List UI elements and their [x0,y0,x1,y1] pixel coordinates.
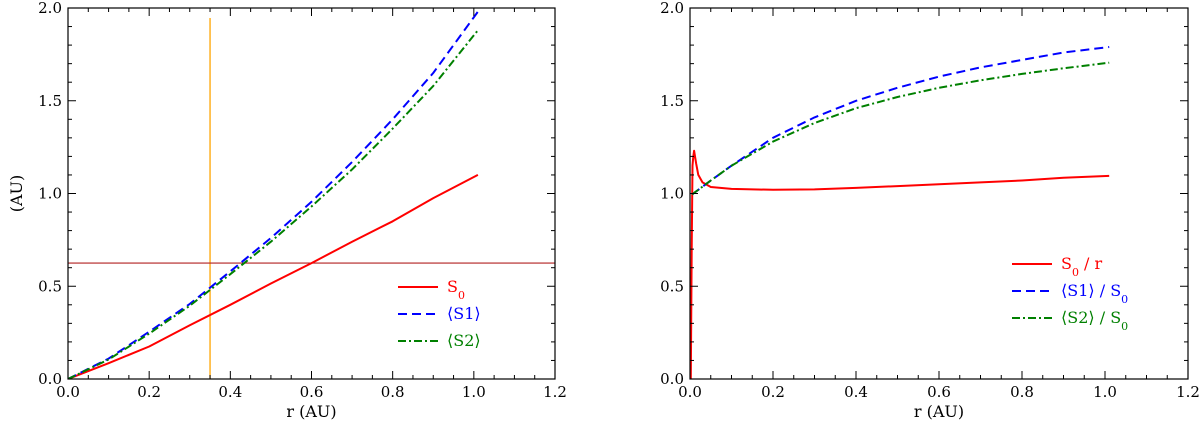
legend-label-2: ⟨S2⟩ [447,331,481,350]
legend-label-1: ⟨S1⟩ [447,304,481,323]
x-tick-label: 1.0 [1093,383,1117,401]
x-tick-label: 1.2 [543,383,567,401]
x-tick-label: 0.6 [927,383,951,401]
chart-panel-left: 0.0 0.2 0.4 0.6 0.8 1.0 1.2 0.0 0.5 1.0 1.5 2.0 r (A… [7,0,567,421]
y-tick-label: 2.0 [38,0,62,17]
series-line-1 [68,11,479,379]
y-tick-label: 1.5 [660,92,684,110]
x-tick-label: 0.2 [761,383,785,401]
y-tick-label: 1.5 [38,92,62,110]
legend-label-0: S0 [447,277,465,302]
series-line-2 [68,29,479,379]
y-tick-label: 1.0 [660,185,684,203]
x-tick-label: 0.8 [381,383,405,401]
plot-frame [67,7,556,380]
legend-label-1: ⟨S1⟩ / S0 [1061,281,1128,306]
x-axis-label: r (AU) [286,402,336,421]
x-tick-label: 0.6 [300,383,324,401]
y-tick-label: 1.0 [38,185,62,203]
x-tick-label: 0.2 [137,383,161,401]
series-line-0 [68,174,479,379]
legend: S0 ⟨S1⟩ ⟨S2⟩ [398,277,481,350]
series-line-2 [691,61,1110,196]
y-axis-label: (AU) [7,175,26,213]
legend: S0 / r⟨S1⟩ / S0⟨S2⟩ / S0 [1012,254,1128,333]
x-tick-label: 0.4 [218,383,242,401]
x-tick-label: 0.8 [1010,383,1034,401]
legend-label-0: S0 / r [1061,254,1103,279]
x-axis-label: r (AU) [914,402,964,421]
chart-panel-right: 0.0 0.2 0.4 0.6 0.8 1.0 1.2 0.0 0.5 1.0 1.5 2.0 r (A… [660,0,1200,421]
x-tick-label: 1.0 [462,383,486,401]
x-tick-label: 1.2 [1176,383,1200,401]
y-tick-label: 0.5 [38,277,62,295]
y-tick-label: 0.0 [660,370,684,388]
y-tick-label: 0.5 [660,277,684,295]
series-line-1 [691,46,1110,196]
legend-label-2: ⟨S2⟩ / S0 [1061,308,1128,333]
x-tick-label: 0.4 [844,383,868,401]
y-tick-label: 0.0 [38,370,62,388]
y-tick-label: 2.0 [660,0,684,17]
x-tick-label: 0.0 [56,383,80,401]
x-tick-label: 0.0 [678,383,702,401]
